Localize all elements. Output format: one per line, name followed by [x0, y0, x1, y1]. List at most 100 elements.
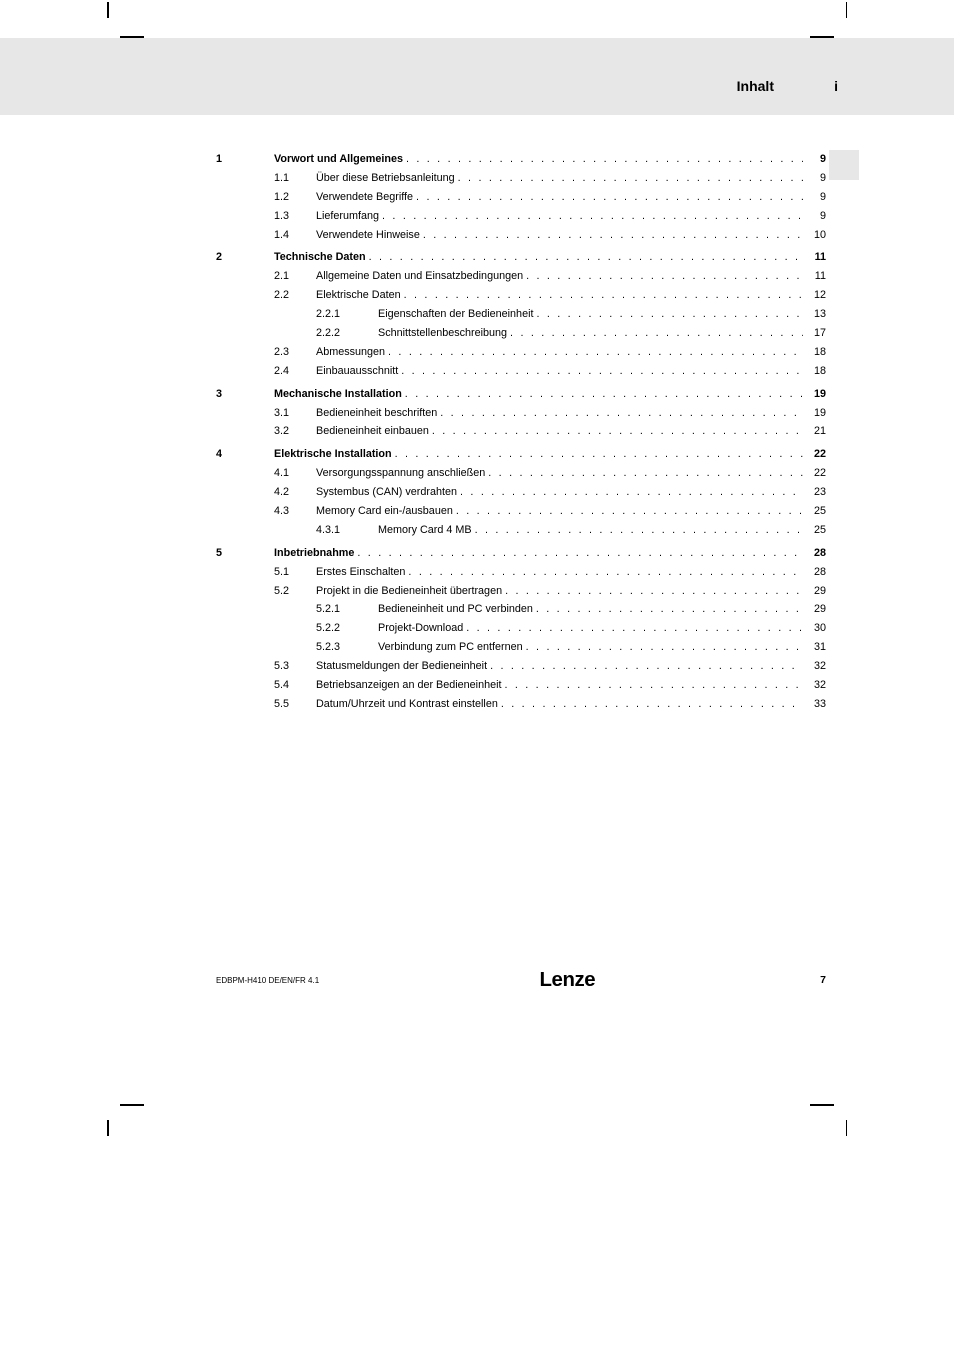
- toc-entry[interactable]: 5.5Datum/Uhrzeit und Kontrast einstellen…: [216, 695, 826, 714]
- toc-leader-dots: . . . . . . . . . . . . . . . . . . . . …: [510, 324, 803, 343]
- toc-title: Inbetriebnahme: [274, 544, 354, 563]
- toc-entry[interactable]: 2.2Elektrische Daten . . . . . . . . . .…: [216, 286, 826, 305]
- toc-leader-dots: . . . . . . . . . . . . . . . . . . . . …: [490, 657, 803, 676]
- toc-subsection-num: 5.2.1: [316, 600, 378, 619]
- toc-entry[interactable]: 5Inbetriebnahme . . . . . . . . . . . . …: [216, 544, 826, 563]
- toc-title: Erstes Einschalten: [316, 563, 405, 582]
- toc-title: Memory Card 4 MB: [378, 521, 472, 540]
- toc-subsection-num: 5.2.3: [316, 638, 378, 657]
- toc-entry[interactable]: 2.2.1Eigenschaften der Bedieneinheit . .…: [216, 305, 826, 324]
- toc-entry[interactable]: 2.4Einbauausschnitt . . . . . . . . . . …: [216, 362, 826, 381]
- toc-entry[interactable]: 1.2Verwendete Begriffe . . . . . . . . .…: [216, 188, 826, 207]
- toc-entry[interactable]: 1.4Verwendete Hinweise . . . . . . . . .…: [216, 226, 826, 245]
- toc-section-num: 2.4: [274, 362, 316, 381]
- toc-entry[interactable]: 1.1Über diese Betriebsanleitung . . . . …: [216, 169, 826, 188]
- toc-section-num: 4.3: [274, 502, 316, 521]
- toc-title: Bedieneinheit und PC verbinden: [378, 600, 533, 619]
- toc-leader-dots: . . . . . . . . . . . . . . . . . . . . …: [460, 483, 803, 502]
- toc-entry[interactable]: 5.2.2Projekt-Download . . . . . . . . . …: [216, 619, 826, 638]
- toc-leader-dots: . . . . . . . . . . . . . . . . . . . . …: [404, 286, 803, 305]
- toc-subsection-num: 2.2.2: [316, 324, 378, 343]
- toc-section-num: 3.2: [274, 422, 316, 441]
- toc-section-num: 5.3: [274, 657, 316, 676]
- toc-leader-dots: . . . . . . . . . . . . . . . . . . . . …: [526, 267, 803, 286]
- toc-page: 9: [806, 207, 826, 226]
- toc-title: Mechanische Installation: [274, 385, 402, 404]
- toc-section-num: 2.2: [274, 286, 316, 305]
- toc-chapter-num: 1: [216, 150, 274, 169]
- toc-page: 10: [806, 226, 826, 245]
- toc-leader-dots: . . . . . . . . . . . . . . . . . . . . …: [504, 676, 803, 695]
- toc-entry[interactable]: 4.1Versorgungsspannung anschließen . . .…: [216, 464, 826, 483]
- toc-entry[interactable]: 4.3.1Memory Card 4 MB . . . . . . . . . …: [216, 521, 826, 540]
- toc-section-num: 4.1: [274, 464, 316, 483]
- toc-entry[interactable]: 3.1Bedieneinheit beschriften . . . . . .…: [216, 404, 826, 423]
- toc-entry[interactable]: 4Elektrische Installation . . . . . . . …: [216, 445, 826, 464]
- toc-page: 18: [806, 362, 826, 381]
- toc-entry[interactable]: 3.2Bedieneinheit einbauen . . . . . . . …: [216, 422, 826, 441]
- toc-entry[interactable]: 2.2.2Schnittstellenbeschreibung . . . . …: [216, 324, 826, 343]
- toc-title: Datum/Uhrzeit und Kontrast einstellen: [316, 695, 498, 714]
- toc-title: Schnittstellenbeschreibung: [378, 324, 507, 343]
- toc-title: Elektrische Installation: [274, 445, 392, 464]
- toc-title: Systembus (CAN) verdrahten: [316, 483, 457, 502]
- toc-page: 32: [806, 657, 826, 676]
- toc-entry[interactable]: 3Mechanische Installation . . . . . . . …: [216, 385, 826, 404]
- toc-entry[interactable]: 5.4Betriebsanzeigen an der Bedieneinheit…: [216, 676, 826, 695]
- toc-page: 22: [806, 445, 826, 464]
- toc-entry[interactable]: 2.3Abmessungen . . . . . . . . . . . . .…: [216, 343, 826, 362]
- toc-chapter-num: 2: [216, 248, 274, 267]
- toc-title: Eigenschaften der Bedieneinheit: [378, 305, 533, 324]
- toc-entry[interactable]: 5.3Statusmeldungen der Bedieneinheit . .…: [216, 657, 826, 676]
- toc-leader-dots: . . . . . . . . . . . . . . . . . . . . …: [401, 362, 803, 381]
- toc-leader-dots: . . . . . . . . . . . . . . . . . . . . …: [423, 226, 803, 245]
- toc-section-num: 2.1: [274, 267, 316, 286]
- toc-page: 18: [806, 343, 826, 362]
- toc-leader-dots: . . . . . . . . . . . . . . . . . . . . …: [458, 169, 803, 188]
- toc-page: 33: [806, 695, 826, 714]
- toc-title: Technische Daten: [274, 248, 366, 267]
- toc-page: 17: [806, 324, 826, 343]
- toc-page: 31: [806, 638, 826, 657]
- toc-page: 23: [806, 483, 826, 502]
- toc-section-num: 5.1: [274, 563, 316, 582]
- toc-title: Lieferumfang: [316, 207, 379, 226]
- toc-page: 30: [806, 619, 826, 638]
- toc-leader-dots: . . . . . . . . . . . . . . . . . . . . …: [382, 207, 803, 226]
- toc-page: 11: [806, 248, 826, 267]
- toc-entry[interactable]: 5.2Projekt in die Bedieneinheit übertrag…: [216, 582, 826, 601]
- toc-page: 9: [806, 150, 826, 169]
- toc-title: Einbauausschnitt: [316, 362, 398, 381]
- toc-page: 21: [806, 422, 826, 441]
- crop-mark: [846, 1120, 848, 1136]
- toc-title: Betriebsanzeigen an der Bedieneinheit: [316, 676, 501, 695]
- toc-entry[interactable]: 4.2Systembus (CAN) verdrahten . . . . . …: [216, 483, 826, 502]
- toc-title: Memory Card ein-/ausbauen: [316, 502, 453, 521]
- toc-subsection-num: 2.2.1: [316, 305, 378, 324]
- toc-title: Elektrische Daten: [316, 286, 401, 305]
- toc-page: 22: [806, 464, 826, 483]
- toc-title: Projekt in die Bedieneinheit übertragen: [316, 582, 502, 601]
- toc-entry[interactable]: 5.2.3Verbindung zum PC entfernen . . . .…: [216, 638, 826, 657]
- toc-leader-dots: . . . . . . . . . . . . . . . . . . . . …: [357, 544, 803, 563]
- toc-section-num: 1.4: [274, 226, 316, 245]
- toc-leader-dots: . . . . . . . . . . . . . . . . . . . . …: [505, 582, 803, 601]
- toc-chapter-num: 4: [216, 445, 274, 464]
- toc-leader-dots: . . . . . . . . . . . . . . . . . . . . …: [526, 638, 803, 657]
- toc-page: 9: [806, 188, 826, 207]
- toc-title: Bedieneinheit beschriften: [316, 404, 437, 423]
- toc-section-num: 1.3: [274, 207, 316, 226]
- toc-entry[interactable]: 5.1Erstes Einschalten . . . . . . . . . …: [216, 563, 826, 582]
- footer-doc-id: EDBPM-H410 DE/EN/FR 4.1: [216, 976, 319, 985]
- toc-entry[interactable]: 1.3Lieferumfang . . . . . . . . . . . . …: [216, 207, 826, 226]
- toc-chapter-num: 3: [216, 385, 274, 404]
- toc-entry[interactable]: 2.1Allgemeine Daten und Einsatzbedingung…: [216, 267, 826, 286]
- toc-entry[interactable]: 2Technische Daten . . . . . . . . . . . …: [216, 248, 826, 267]
- toc-page: 28: [806, 563, 826, 582]
- toc-page: 19: [806, 404, 826, 423]
- toc-entry[interactable]: 1Vorwort und Allgemeines . . . . . . . .…: [216, 150, 826, 169]
- toc-title: Projekt-Download: [378, 619, 463, 638]
- toc-section-num: 5.2: [274, 582, 316, 601]
- toc-entry[interactable]: 5.2.1Bedieneinheit und PC verbinden . . …: [216, 600, 826, 619]
- toc-entry[interactable]: 4.3Memory Card ein-/ausbauen . . . . . .…: [216, 502, 826, 521]
